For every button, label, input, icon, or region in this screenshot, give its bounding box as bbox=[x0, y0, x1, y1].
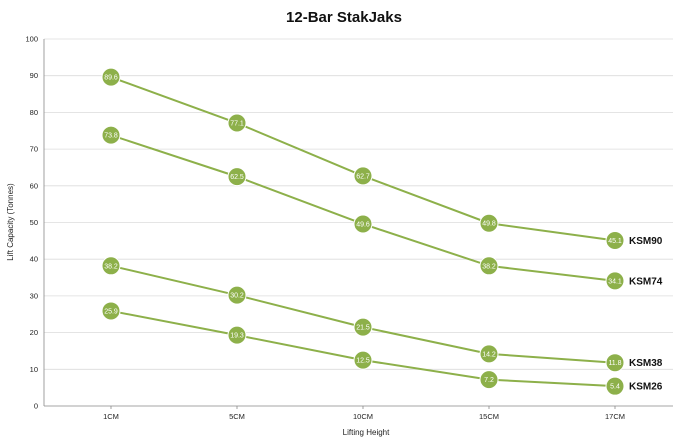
data-label: 7.2 bbox=[484, 377, 494, 384]
data-point bbox=[353, 317, 373, 337]
x-tick-label: 17CM bbox=[605, 412, 625, 421]
x-tick-label: 1CM bbox=[103, 412, 119, 421]
series-ksm26: 25.9 19.3 12.5 7.2 5.4 KSM26 bbox=[101, 301, 663, 396]
data-point bbox=[605, 271, 625, 291]
x-tick-label: 5CM bbox=[229, 412, 245, 421]
x-tick-label: 15CM bbox=[479, 412, 499, 421]
data-point bbox=[353, 350, 373, 370]
y-tick-label: 30 bbox=[30, 291, 38, 300]
data-label: 5.4 bbox=[610, 384, 620, 391]
y-tick-label: 50 bbox=[30, 218, 38, 227]
data-point bbox=[227, 285, 247, 305]
y-tick-label: 0 bbox=[34, 402, 38, 411]
data-label: 21.5 bbox=[356, 325, 370, 332]
y-tick-label: 100 bbox=[25, 35, 38, 44]
y-tick-label: 70 bbox=[30, 145, 38, 154]
y-tick-label: 80 bbox=[30, 108, 38, 117]
data-label: 11.8 bbox=[608, 360, 621, 367]
y-tick-label: 60 bbox=[30, 181, 38, 190]
data-label: 38.2 bbox=[104, 263, 118, 270]
data-point bbox=[479, 344, 499, 364]
y-tick-label: 10 bbox=[30, 365, 38, 374]
y-axis-label: Lift Capacity (Tonnes) bbox=[6, 183, 15, 261]
y-tick-label: 90 bbox=[30, 71, 38, 80]
x-tick-label: 10CM bbox=[353, 412, 373, 421]
data-point bbox=[605, 353, 625, 373]
x-axis-ticks: 1CM 5CM 10CM 15CM 17CM bbox=[103, 406, 625, 421]
data-point bbox=[227, 167, 247, 187]
data-label: 49.6 bbox=[356, 221, 370, 228]
data-label: 62.5 bbox=[230, 174, 244, 181]
series-name-label: KSM38 bbox=[629, 358, 663, 369]
series-ksm74: 73.8 62.5 49.6 38.2 34.1 KSM74 bbox=[101, 125, 663, 291]
data-point bbox=[353, 166, 373, 186]
data-label: 49.8 bbox=[482, 221, 496, 228]
data-point bbox=[353, 214, 373, 234]
data-label: 25.9 bbox=[104, 308, 118, 315]
series-ksm38: 38.2 30.2 21.5 14.2 11.8 KSM38 bbox=[101, 256, 663, 373]
data-point bbox=[605, 230, 625, 250]
data-point bbox=[479, 256, 499, 276]
data-label: 73.8 bbox=[104, 133, 118, 140]
data-point bbox=[479, 370, 499, 390]
data-point bbox=[101, 125, 121, 145]
x-axis-label: Lifting Height bbox=[343, 428, 390, 437]
y-tick-label: 20 bbox=[30, 328, 38, 337]
series-name-label: KSM74 bbox=[629, 276, 663, 287]
data-point bbox=[101, 256, 121, 276]
data-label: 62.7 bbox=[356, 173, 370, 180]
series-name-label: KSM26 bbox=[629, 382, 663, 393]
data-label: 14.2 bbox=[482, 351, 496, 358]
y-tick-label: 40 bbox=[30, 255, 38, 264]
data-label: 34.1 bbox=[608, 278, 622, 285]
data-label: 38.2 bbox=[482, 263, 496, 270]
data-label: 89.6 bbox=[104, 75, 118, 82]
data-label: 30.2 bbox=[230, 293, 244, 300]
y-axis-ticks: 0 10 20 30 40 50 60 70 80 90 100 bbox=[25, 35, 38, 411]
data-label: 77.1 bbox=[230, 121, 244, 128]
chart-title: 12-Bar StakJaks bbox=[286, 9, 402, 26]
data-label: 45.1 bbox=[608, 238, 622, 245]
data-point bbox=[101, 301, 121, 321]
data-label: 12.5 bbox=[356, 358, 370, 365]
data-label: 19.3 bbox=[230, 333, 244, 340]
series-name-label: KSM90 bbox=[629, 236, 663, 247]
data-point bbox=[479, 213, 499, 233]
data-point bbox=[101, 67, 121, 87]
series-ksm90: 89.6 77.1 62.7 49.8 45.1 KSM90 bbox=[101, 67, 663, 250]
series-group: 89.6 77.1 62.7 49.8 45.1 KSM90 73.8 62.5 49.6 38.… bbox=[101, 67, 663, 396]
data-point bbox=[227, 325, 247, 345]
series-line bbox=[110, 264, 616, 364]
data-point bbox=[227, 113, 247, 133]
data-point bbox=[605, 376, 625, 396]
